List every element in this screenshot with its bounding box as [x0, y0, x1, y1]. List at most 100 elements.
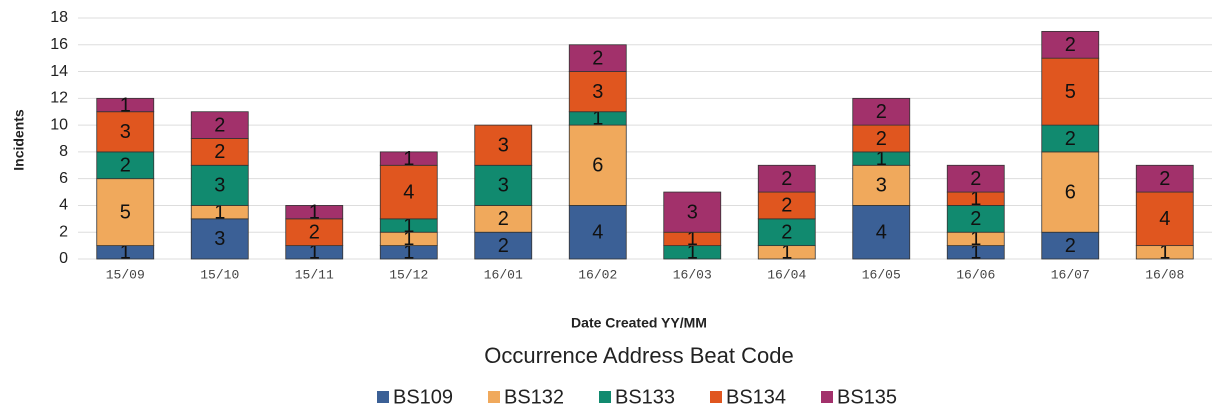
- bar-segment: [474, 164, 533, 206]
- data-label: 1: [120, 94, 131, 116]
- x-tick-label: 16/01: [484, 267, 523, 282]
- data-label: 1: [403, 228, 414, 250]
- legend-swatch: [377, 391, 389, 403]
- data-label: 1: [970, 188, 981, 210]
- bar-segment: [96, 111, 155, 153]
- legend-label: BS109: [393, 386, 453, 408]
- data-label: 1: [403, 242, 414, 264]
- data-label: 1: [120, 242, 131, 264]
- data-label: 2: [309, 222, 320, 244]
- data-label: 2: [781, 168, 792, 190]
- bar-segment: [96, 178, 155, 247]
- bar-segment: [190, 111, 249, 139]
- y-tick-label: 8: [59, 143, 68, 160]
- bar-segment: [568, 205, 627, 260]
- y-tick-label: 14: [50, 63, 68, 80]
- data-label: 2: [120, 155, 131, 177]
- data-label: 6: [1065, 181, 1076, 203]
- bar-segment: [568, 124, 627, 206]
- data-label: 3: [214, 228, 225, 250]
- bar-segment: [379, 151, 438, 166]
- data-label: 4: [592, 222, 603, 244]
- bar-segment: [1041, 30, 1100, 59]
- data-label: 2: [498, 235, 509, 257]
- data-label: 1: [309, 242, 320, 264]
- data-label: 1: [592, 108, 603, 130]
- x-tick-label: 16/02: [578, 267, 617, 282]
- data-label: 2: [592, 47, 603, 69]
- data-label: 5: [1065, 81, 1076, 103]
- legend-swatch: [821, 391, 833, 403]
- x-axis-title: Date Created YY/MM: [571, 315, 707, 331]
- bar-segment: [1135, 164, 1194, 193]
- bar-segment: [190, 218, 249, 260]
- bar-segment: [852, 164, 911, 206]
- x-tick-label: 16/07: [1051, 267, 1090, 282]
- data-label: 2: [781, 195, 792, 217]
- bar-segment: [474, 205, 533, 233]
- data-label: 3: [498, 175, 509, 197]
- data-label: 1: [1159, 242, 1170, 264]
- y-tick-label: 0: [59, 250, 68, 267]
- data-label: 4: [1159, 208, 1170, 230]
- data-label: 3: [214, 175, 225, 197]
- x-tick-label: 16/06: [956, 267, 995, 282]
- data-label: 2: [970, 208, 981, 230]
- data-label: 1: [687, 242, 698, 264]
- legend-swatch: [599, 391, 611, 403]
- data-label: 5: [120, 201, 131, 223]
- y-tick-label: 18: [50, 9, 68, 26]
- legend-label: BS132: [504, 386, 564, 408]
- y-tick-label: 16: [50, 36, 68, 53]
- data-label: 2: [1065, 34, 1076, 56]
- x-tick-label: 16/05: [862, 267, 901, 282]
- bar-segment: [1135, 191, 1194, 247]
- data-label: 2: [876, 128, 887, 150]
- data-label: 6: [592, 155, 603, 177]
- data-label: 1: [970, 228, 981, 250]
- y-tick-label: 2: [59, 223, 68, 240]
- data-label: 2: [781, 222, 792, 244]
- data-label: 1: [687, 228, 698, 250]
- data-label: 3: [687, 201, 698, 223]
- y-tick-label: 12: [50, 90, 68, 107]
- data-label: 2: [214, 114, 225, 136]
- data-label: 1: [214, 201, 225, 223]
- data-label: 3: [876, 175, 887, 197]
- legend-swatch: [710, 391, 722, 403]
- legend-label: BS134: [726, 386, 786, 408]
- data-label: 3: [498, 134, 509, 156]
- legend-label: BS133: [615, 386, 675, 408]
- x-tick-label: 15/12: [389, 267, 428, 282]
- chart-title: Occurrence Address Beat Code: [484, 343, 793, 368]
- bar-segment: [568, 71, 627, 113]
- bar-segment: [285, 205, 344, 220]
- bar-segment: [663, 191, 722, 233]
- data-label: 1: [970, 242, 981, 264]
- data-label: 2: [1159, 168, 1170, 190]
- bar-segment: [852, 97, 911, 126]
- data-label: 2: [970, 168, 981, 190]
- data-label: 2: [1065, 128, 1076, 150]
- data-label: 4: [403, 181, 414, 203]
- bar-segment: [852, 124, 911, 153]
- legend-label: BS135: [837, 386, 897, 408]
- x-tick-label: 15/09: [106, 267, 145, 282]
- data-label: 1: [403, 148, 414, 170]
- x-tick-label: 16/03: [673, 267, 712, 282]
- x-tick-label: 15/10: [200, 267, 239, 282]
- y-axis-title: Incidents: [11, 109, 27, 171]
- bar-segment: [474, 231, 533, 260]
- data-label: 2: [214, 141, 225, 163]
- x-tick-label: 16/04: [767, 267, 806, 282]
- data-label: 1: [309, 201, 320, 223]
- data-label: 1: [781, 242, 792, 264]
- y-tick-label: 4: [59, 197, 68, 214]
- bar-segment: [96, 97, 155, 113]
- bar-segment: [946, 164, 1005, 193]
- data-label: 4: [876, 222, 887, 244]
- bar-segment: [474, 124, 533, 166]
- bar-segment: [568, 44, 627, 72]
- data-label: 2: [498, 208, 509, 230]
